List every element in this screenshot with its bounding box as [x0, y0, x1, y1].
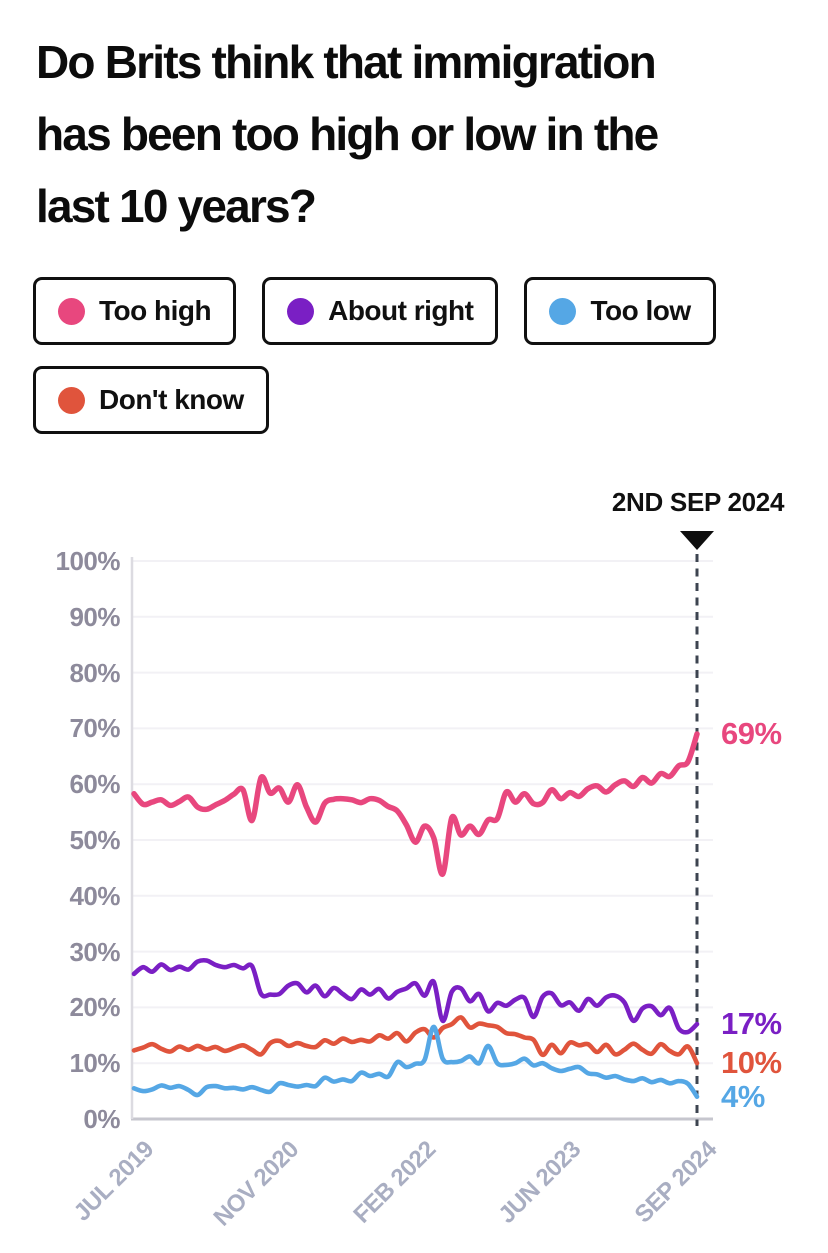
- series-end-label-about-right: 17%: [721, 1006, 782, 1042]
- legend-item-label: Don't know: [99, 384, 244, 415]
- series-line-don-t-know: [131, 1015, 700, 1066]
- y-axis-tick-label-90: 90%: [69, 601, 120, 632]
- y-axis-tick-label-70: 70%: [69, 713, 120, 744]
- page-title: Do Brits think that immigration has been…: [36, 26, 816, 242]
- legend-item-label: About right: [328, 295, 474, 326]
- legend-item-label: Too high: [99, 295, 212, 326]
- legend-dot-icon: [58, 386, 85, 414]
- x-axis-tick-label-jun-2023: JUN 2023: [493, 1136, 586, 1229]
- x-axis-tick-label-jul-2019: JUL 2019: [68, 1136, 160, 1227]
- series-end-label-don-t-know: 10%: [721, 1045, 782, 1081]
- y-axis-tick-label-50: 50%: [69, 825, 120, 855]
- x-axis-tick-label-nov-2020: NOV 2020: [208, 1136, 305, 1232]
- y-axis-tick-label-10: 10%: [69, 1048, 120, 1079]
- series-end-label-too-high: 69%: [721, 715, 782, 751]
- legend-item-too-low[interactable]: Too low: [524, 277, 716, 345]
- series-end-label-too-low: 4%: [721, 1078, 765, 1114]
- y-axis-tick-label-100: 100%: [55, 546, 121, 576]
- chart-legend: Too high About right Too low Don't know: [33, 277, 733, 434]
- y-axis-tick-label-20: 20%: [69, 992, 120, 1023]
- page-title-line-1: Do Brits think that immigration: [36, 36, 657, 88]
- legend-item-about-right[interactable]: About right: [262, 277, 499, 345]
- page-title-line-3: last 10 years?: [36, 180, 317, 232]
- series-line-about-right: [131, 957, 700, 1035]
- chart-canvas: [130, 554, 713, 1126]
- page-title-line-2: has been too high or low in the: [36, 108, 659, 160]
- legend-dot-icon: [549, 297, 577, 325]
- legend-dot-icon: [58, 297, 85, 325]
- y-axis-tick-label-30: 30%: [69, 936, 120, 967]
- series-line-too-low: [131, 1024, 700, 1099]
- x-axis-tick-label-sep-2024: SEP 2024: [629, 1136, 723, 1229]
- y-axis-tick-label-40: 40%: [69, 880, 120, 911]
- y-axis-tick-label-80: 80%: [69, 657, 120, 688]
- annotation-arrow-icon: [680, 531, 714, 550]
- series-line-too-high: [131, 731, 700, 877]
- legend-dot-icon: [287, 297, 315, 325]
- y-axis-tick-label-60: 60%: [69, 769, 120, 800]
- annotation-date-label: 2ND SEP 2024: [611, 487, 785, 517]
- y-axis-tick-label-0: 0%: [83, 1104, 120, 1134]
- x-axis-tick-label-feb-2022: FEB 2022: [347, 1136, 441, 1229]
- legend-item-too-high[interactable]: Too high: [33, 277, 237, 345]
- legend-item-don-t-know[interactable]: Don't know: [33, 366, 269, 434]
- legend-item-label: Too low: [590, 295, 691, 326]
